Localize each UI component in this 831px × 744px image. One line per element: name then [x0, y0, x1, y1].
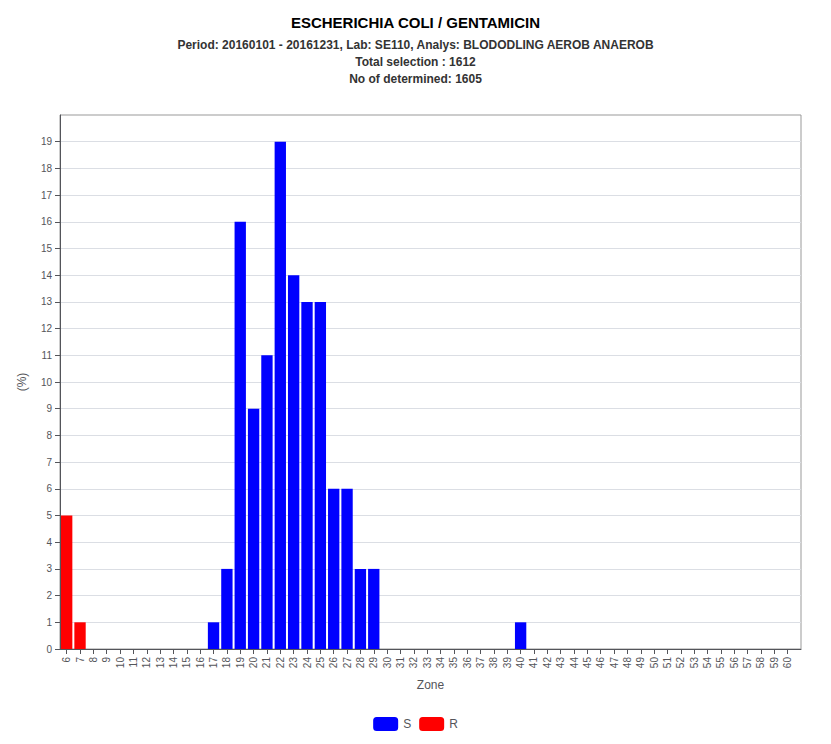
svg-text:60: 60 — [782, 657, 793, 669]
svg-text:Total selection : 1612: Total selection : 1612 — [355, 55, 476, 69]
svg-text:20: 20 — [248, 657, 259, 669]
svg-text:S: S — [403, 717, 411, 731]
svg-text:53: 53 — [689, 657, 700, 669]
svg-text:10: 10 — [41, 377, 53, 388]
svg-text:43: 43 — [555, 657, 566, 669]
svg-text:No of determined: 1605: No of determined: 1605 — [349, 72, 482, 86]
svg-text:1: 1 — [46, 617, 52, 628]
svg-text:47: 47 — [609, 657, 620, 669]
svg-text:Zone: Zone — [417, 678, 445, 692]
svg-text:25: 25 — [315, 657, 326, 669]
svg-text:Period: 20160101 - 20161231, L: Period: 20160101 - 20161231, Lab: SE110,… — [177, 38, 653, 52]
svg-text:8: 8 — [46, 430, 52, 441]
svg-text:6: 6 — [46, 483, 52, 494]
svg-text:58: 58 — [755, 657, 766, 669]
svg-text:49: 49 — [635, 657, 646, 669]
svg-text:13: 13 — [155, 657, 166, 669]
svg-text:15: 15 — [41, 243, 53, 254]
svg-text:33: 33 — [422, 657, 433, 669]
svg-text:54: 54 — [702, 657, 713, 669]
svg-text:14: 14 — [41, 270, 53, 281]
svg-text:26: 26 — [328, 657, 339, 669]
svg-text:R: R — [449, 717, 458, 731]
svg-text:19: 19 — [235, 657, 246, 669]
svg-text:24: 24 — [302, 657, 313, 669]
svg-text:5: 5 — [46, 510, 52, 521]
svg-text:15: 15 — [181, 657, 192, 669]
svg-text:13: 13 — [41, 296, 53, 307]
svg-text:17: 17 — [41, 190, 53, 201]
svg-text:52: 52 — [675, 657, 686, 669]
svg-text:2: 2 — [46, 590, 52, 601]
svg-text:38: 38 — [488, 657, 499, 669]
svg-text:36: 36 — [462, 657, 473, 669]
svg-text:9: 9 — [46, 403, 52, 414]
svg-text:17: 17 — [208, 657, 219, 669]
svg-text:11: 11 — [128, 657, 139, 668]
svg-text:35: 35 — [448, 657, 459, 669]
svg-text:0: 0 — [46, 644, 52, 655]
svg-text:32: 32 — [408, 657, 419, 669]
svg-text:42: 42 — [542, 657, 553, 669]
svg-text:12: 12 — [41, 323, 53, 334]
svg-text:11: 11 — [42, 350, 53, 361]
svg-text:(%): (%) — [15, 373, 29, 392]
svg-text:31: 31 — [395, 657, 406, 669]
svg-text:51: 51 — [662, 657, 673, 669]
svg-text:48: 48 — [622, 657, 633, 669]
svg-text:46: 46 — [595, 657, 606, 669]
svg-text:10: 10 — [115, 657, 126, 669]
svg-text:40: 40 — [515, 657, 526, 669]
svg-text:41: 41 — [528, 657, 539, 669]
svg-text:14: 14 — [168, 657, 179, 669]
svg-text:55: 55 — [715, 657, 726, 669]
svg-text:6: 6 — [61, 657, 72, 663]
svg-text:39: 39 — [502, 657, 513, 669]
svg-text:4: 4 — [46, 537, 52, 548]
svg-text:ESCHERICHIA COLI / GENTAMICIN: ESCHERICHIA COLI / GENTAMICIN — [291, 14, 540, 31]
svg-text:59: 59 — [769, 657, 780, 669]
svg-text:29: 29 — [368, 657, 379, 669]
svg-text:56: 56 — [729, 657, 740, 669]
svg-text:21: 21 — [261, 657, 272, 669]
svg-text:34: 34 — [435, 657, 446, 669]
svg-text:3: 3 — [46, 563, 52, 574]
svg-text:16: 16 — [195, 657, 206, 669]
svg-text:28: 28 — [355, 657, 366, 669]
svg-text:12: 12 — [141, 657, 152, 669]
svg-text:7: 7 — [75, 657, 86, 663]
svg-text:16: 16 — [41, 216, 53, 227]
svg-text:44: 44 — [569, 657, 580, 669]
svg-text:37: 37 — [475, 657, 486, 669]
svg-text:27: 27 — [342, 657, 353, 669]
svg-text:23: 23 — [288, 657, 299, 669]
svg-text:57: 57 — [742, 657, 753, 669]
svg-text:8: 8 — [88, 657, 99, 663]
svg-text:50: 50 — [649, 657, 660, 669]
svg-text:22: 22 — [275, 657, 286, 669]
svg-text:30: 30 — [382, 657, 393, 669]
svg-text:18: 18 — [41, 163, 53, 174]
svg-text:7: 7 — [46, 457, 52, 468]
svg-text:45: 45 — [582, 657, 593, 669]
svg-text:18: 18 — [221, 657, 232, 669]
svg-text:9: 9 — [101, 657, 112, 663]
svg-text:19: 19 — [41, 136, 53, 147]
